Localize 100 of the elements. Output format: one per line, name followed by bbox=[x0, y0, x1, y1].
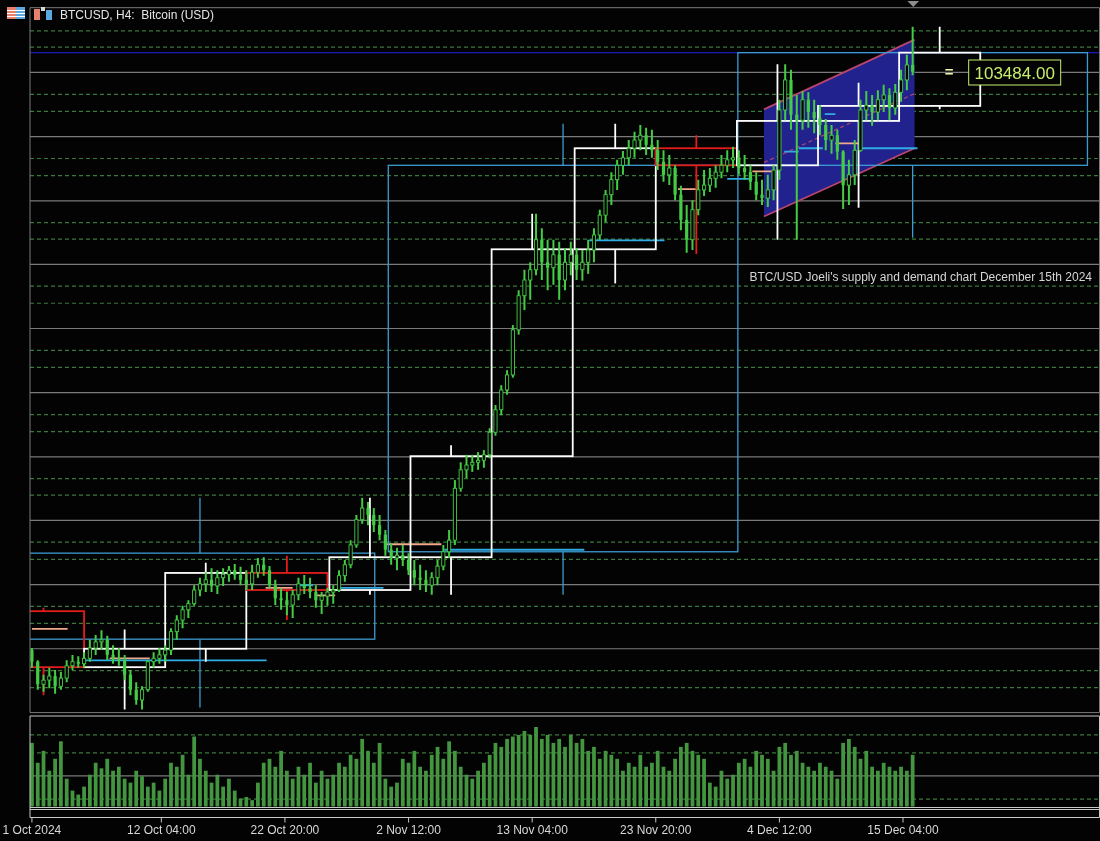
bar bbox=[505, 738, 509, 807]
bar bbox=[684, 742, 689, 807]
bar bbox=[679, 746, 683, 807]
bar bbox=[174, 766, 179, 807]
bar bbox=[418, 766, 423, 807]
bar bbox=[783, 742, 788, 807]
bar bbox=[910, 754, 915, 807]
bar bbox=[331, 774, 336, 807]
bar bbox=[360, 738, 365, 807]
bar bbox=[342, 766, 347, 807]
bar bbox=[847, 738, 851, 807]
bar bbox=[644, 766, 648, 807]
bar bbox=[626, 762, 631, 807]
bar bbox=[893, 770, 898, 807]
bar bbox=[864, 750, 869, 807]
bar bbox=[395, 782, 399, 807]
bar bbox=[424, 770, 428, 807]
bar bbox=[638, 754, 643, 807]
bar bbox=[122, 778, 127, 807]
candlestick bbox=[389, 541, 393, 566]
bar bbox=[429, 754, 434, 807]
bar bbox=[852, 746, 857, 807]
bar bbox=[453, 750, 457, 807]
bar bbox=[789, 754, 793, 807]
bar bbox=[412, 750, 417, 807]
bar bbox=[696, 754, 701, 807]
bar bbox=[105, 758, 110, 807]
bar bbox=[881, 762, 886, 807]
bar bbox=[441, 758, 446, 807]
bar bbox=[545, 734, 550, 807]
candlestick bbox=[273, 578, 277, 607]
bar bbox=[470, 778, 475, 807]
bar bbox=[198, 758, 202, 807]
bar bbox=[760, 754, 764, 807]
bar bbox=[765, 758, 770, 807]
candlestick bbox=[53, 668, 57, 695]
bar bbox=[111, 770, 115, 807]
bar bbox=[835, 778, 840, 807]
candlestick bbox=[139, 685, 145, 711]
bar bbox=[279, 750, 283, 807]
bar bbox=[482, 762, 486, 807]
bar bbox=[59, 741, 63, 807]
x-tick-label: 2 Nov 12:00 bbox=[376, 822, 442, 837]
bar bbox=[447, 741, 451, 807]
candlestick bbox=[128, 668, 133, 697]
bar bbox=[499, 746, 504, 807]
bar bbox=[899, 766, 903, 807]
candlestick bbox=[250, 563, 255, 592]
bar bbox=[400, 758, 405, 807]
candlestick bbox=[336, 569, 342, 594]
bar bbox=[192, 736, 197, 807]
bar bbox=[313, 782, 318, 807]
bar bbox=[35, 762, 40, 807]
bar bbox=[806, 766, 811, 807]
bar bbox=[667, 770, 672, 807]
bar bbox=[76, 794, 81, 807]
bar bbox=[203, 770, 208, 807]
bar bbox=[516, 734, 521, 807]
bar bbox=[82, 786, 86, 807]
bar bbox=[47, 770, 52, 807]
bar bbox=[557, 738, 562, 807]
bar bbox=[615, 758, 620, 807]
bar bbox=[261, 762, 266, 807]
x-tick-label: 4 Dec 12:00 bbox=[747, 822, 813, 837]
candlestick bbox=[197, 576, 203, 598]
bar bbox=[823, 766, 828, 807]
bar bbox=[169, 762, 173, 807]
bar bbox=[580, 738, 585, 807]
bar bbox=[458, 766, 463, 807]
bar bbox=[290, 778, 295, 807]
bar bbox=[140, 776, 144, 807]
bar bbox=[510, 736, 515, 807]
candlestick bbox=[244, 569, 248, 592]
candlestick bbox=[267, 565, 272, 589]
candlestick bbox=[105, 634, 109, 662]
bar bbox=[319, 770, 324, 807]
bar bbox=[284, 770, 289, 807]
bar bbox=[841, 742, 846, 807]
bar bbox=[876, 770, 880, 807]
bar bbox=[539, 738, 544, 807]
bar bbox=[232, 790, 237, 807]
bar bbox=[250, 800, 254, 807]
bar bbox=[371, 762, 376, 807]
x-tick-label: 1 Oct 2024 bbox=[2, 822, 62, 837]
bar bbox=[673, 758, 677, 807]
bar bbox=[227, 778, 231, 807]
candlestick bbox=[308, 576, 312, 600]
candlestick bbox=[383, 528, 387, 557]
bar bbox=[186, 774, 191, 807]
bar bbox=[256, 782, 260, 807]
bar bbox=[597, 758, 602, 807]
candlestick bbox=[314, 584, 318, 609]
bar bbox=[818, 762, 822, 807]
bar bbox=[87, 774, 92, 807]
candlestick bbox=[238, 565, 243, 587]
candlestick bbox=[255, 556, 260, 579]
bar bbox=[655, 750, 660, 807]
bar bbox=[707, 782, 712, 807]
bar bbox=[244, 796, 249, 807]
bar bbox=[383, 778, 388, 807]
